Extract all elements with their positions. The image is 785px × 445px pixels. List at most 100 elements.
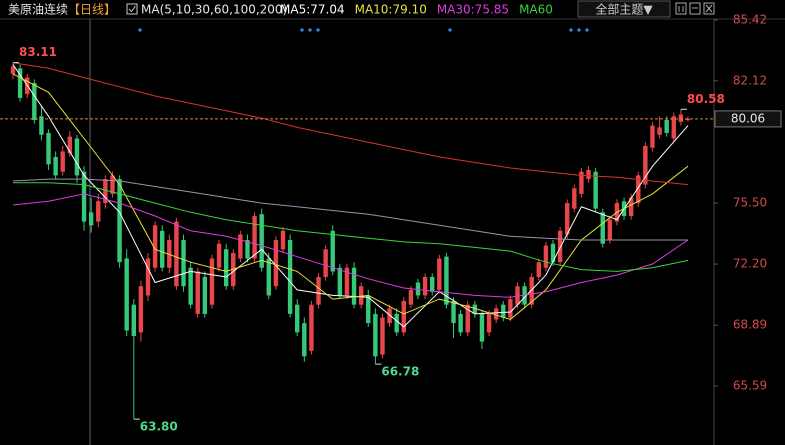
candle-body: [266, 258, 271, 296]
candle-body: [74, 138, 80, 176]
candle-body: [607, 219, 613, 241]
candle-body: [209, 258, 215, 305]
candle-body: [501, 304, 506, 318]
candle-body: [330, 230, 335, 272]
candle-body: [295, 304, 300, 333]
candle-body: [174, 221, 179, 287]
toolbar-icons[interactable]: [675, 2, 715, 15]
candle-body: [131, 304, 136, 337]
candle-body: [579, 171, 584, 194]
candle-body: [366, 295, 371, 324]
candle-body: [252, 216, 257, 259]
theme-button[interactable]: [577, 0, 671, 18]
ma-line: [12, 62, 689, 186]
candle-body: [444, 256, 449, 305]
last-price-box: [714, 110, 782, 128]
legend: MA5:77.04 MA10:79.10 MA30:75.85 MA60: [280, 3, 553, 17]
candle-body: [202, 276, 208, 314]
legend-entry: MA5:77.04: [280, 3, 345, 17]
ma-checkbox[interactable]: [126, 3, 138, 15]
ma-line: [13, 182, 689, 272]
candle-body: [628, 197, 634, 217]
candle-body: [643, 145, 648, 185]
candle-body: [493, 308, 499, 320]
last-price-label: 80.06: [731, 111, 765, 125]
candle-body: [110, 175, 115, 194]
candle-body: [650, 125, 655, 148]
candle-body: [458, 313, 463, 333]
candle-body: [685, 118, 691, 121]
candle-body: [572, 188, 577, 209]
candle-body: [408, 289, 414, 305]
candle-body: [550, 243, 556, 263]
candle-body: [351, 267, 357, 305]
candle-body: [664, 120, 669, 133]
candle-body: [17, 68, 23, 98]
candle-body: [479, 313, 485, 342]
candle-body: [188, 267, 193, 305]
candle-body: [600, 212, 605, 244]
y-tick-label: 82.12: [733, 73, 767, 87]
candle-body: [181, 240, 186, 287]
candle-body: [401, 300, 406, 333]
candle-body: [373, 313, 378, 357]
candle-body: [515, 286, 520, 305]
annotation-label: 83.11: [19, 45, 57, 59]
candle-body: [394, 313, 399, 333]
candle-body: [152, 225, 158, 268]
y-tick-label: 85.42: [733, 12, 767, 26]
candle-body: [316, 276, 321, 305]
candle-body: [422, 276, 428, 296]
candle-body: [451, 300, 456, 324]
candle-body: [32, 83, 37, 121]
candle-body: [593, 171, 598, 209]
candle-body: [437, 258, 442, 290]
candle-body: [529, 276, 534, 305]
candle-body: [337, 267, 343, 296]
ma-line: [12, 64, 689, 328]
candle-body: [472, 304, 478, 314]
candle-body: [53, 156, 58, 176]
ma-line: [12, 178, 688, 241]
candle-body: [565, 203, 570, 235]
candle-body: [96, 201, 101, 222]
candle-body: [145, 258, 151, 296]
candle-body: [636, 175, 641, 204]
candle-body: [302, 323, 307, 357]
candle-body: [557, 230, 563, 263]
candle-body: [10, 66, 16, 74]
candle-body: [280, 230, 286, 250]
period-label: 【日线】: [68, 3, 116, 17]
candle-body: [117, 179, 122, 263]
candle-body: [586, 169, 591, 180]
candle-body: [67, 136, 73, 154]
candle-body: [138, 286, 144, 333]
candle-body: [387, 308, 392, 324]
candle-body: [124, 258, 129, 331]
candle-body: [536, 262, 541, 277]
legend-entry: MA10:79.10: [355, 3, 427, 17]
candle-body: [103, 179, 108, 204]
y-tick-label: 65.59: [733, 379, 767, 393]
candle-body: [671, 116, 676, 139]
candle-body: [287, 240, 293, 314]
candle-body: [344, 267, 350, 296]
y-tick-label: 72.20: [733, 257, 767, 271]
y-tick-label: 68.89: [733, 318, 767, 332]
ma-label: MA(5,10,30,60,100,200): [141, 3, 287, 17]
candle-body: [430, 276, 435, 292]
candle-body: [160, 230, 165, 268]
event-markers: [138, 28, 589, 32]
annotation-label: 63.80: [140, 420, 178, 434]
candle-body: [465, 304, 470, 333]
candle-body: [273, 240, 279, 287]
candle-body: [323, 249, 328, 277]
legend-entry: MA30:75.85: [437, 3, 509, 17]
candle-body: [39, 116, 44, 135]
candle-body: [195, 271, 200, 314]
check-mark: [128, 5, 136, 13]
candle-body: [415, 282, 421, 296]
